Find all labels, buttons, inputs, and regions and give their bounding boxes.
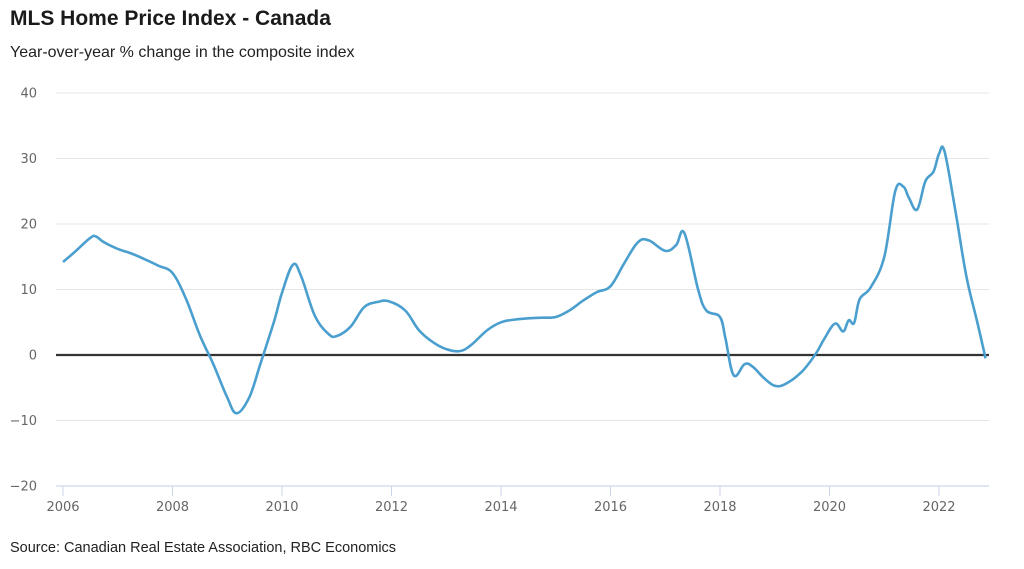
y-tick-label: 10 <box>20 283 37 298</box>
y-tick-label: −20 <box>10 480 37 495</box>
x-tick-label: 2020 <box>813 500 846 515</box>
x-tick-label: 2018 <box>703 500 736 515</box>
gridlines <box>56 92 989 421</box>
x-tick-label: 2016 <box>594 500 627 515</box>
y-tick-label: 40 <box>20 87 37 102</box>
source-note: Source: Canadian Real Estate Association… <box>10 540 397 556</box>
y-tick-label: 20 <box>20 218 37 233</box>
chart-subtitle: Year-over-year % change in the composite… <box>10 44 355 61</box>
y-tick-label: 0 <box>29 349 37 364</box>
chart-title: MLS Home Price Index - Canada <box>10 7 331 30</box>
x-tick-label: 2012 <box>375 500 408 515</box>
x-tick-label: 2008 <box>156 500 189 515</box>
x-tick-label: 2006 <box>46 500 79 515</box>
x-tick-label: 2010 <box>265 500 298 515</box>
y-tick-label: 30 <box>20 152 37 167</box>
x-axis: 2006 2008 2010 2012 2014 2016 2018 2020 2022 <box>46 485 989 515</box>
y-tick-label: −10 <box>10 414 37 429</box>
y-axis-ticks: −20 −10 0 10 20 30 40 <box>10 87 37 495</box>
series-line-hpi <box>62 145 987 415</box>
x-tick-label: 2022 <box>922 500 955 515</box>
x-tick-label: 2014 <box>484 500 517 515</box>
